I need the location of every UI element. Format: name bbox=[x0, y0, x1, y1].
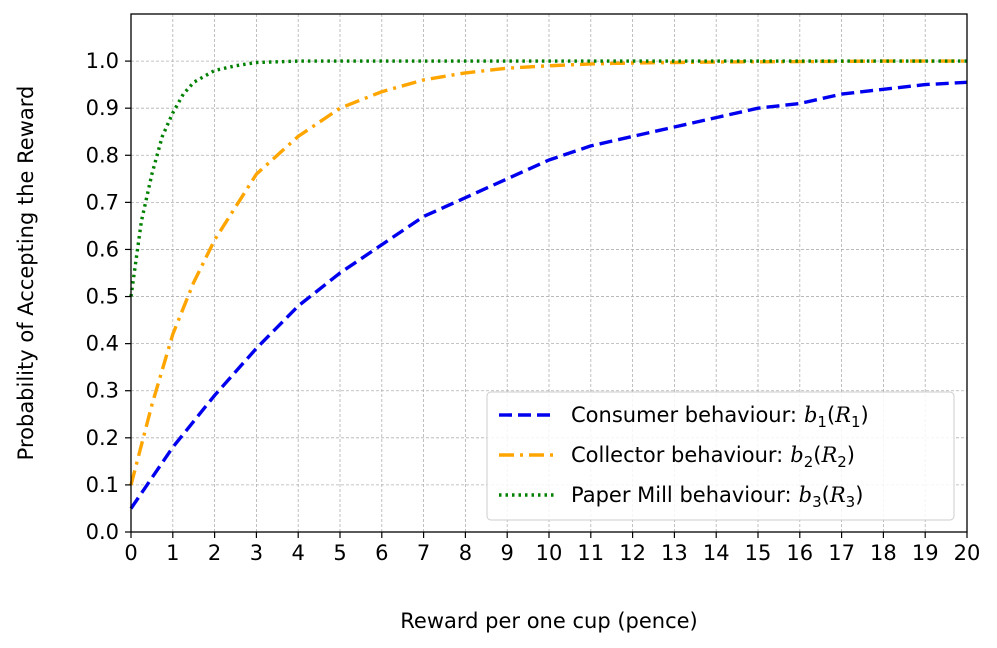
series-line-3 bbox=[129, 59, 967, 297]
legend-label-2: Collector behaviour: b2(R2) bbox=[571, 443, 855, 471]
y-tick-label: 0.0 bbox=[86, 520, 119, 544]
legend-math-b-sub: 3 bbox=[812, 493, 822, 511]
ticks: 0 1 2 3 4 5 6 7 8 9 10 11 12 13 14 15 16 17 18 19 200.00.10.… bbox=[86, 49, 981, 565]
legend-paren-open: ( bbox=[822, 483, 830, 507]
legend-name: Paper Mill behaviour: bbox=[571, 483, 792, 507]
x-tick-label: 4 bbox=[292, 541, 305, 565]
x-tick-label: 11 bbox=[577, 541, 604, 565]
x-tick-label: 20 bbox=[954, 541, 981, 565]
legend-math-r: R bbox=[834, 403, 851, 427]
series-line-1 bbox=[129, 80, 968, 510]
legend-math-b: b bbox=[799, 483, 812, 507]
legend-math-b: b bbox=[790, 443, 803, 467]
legend-name: Consumer behaviour: bbox=[571, 403, 797, 427]
x-tick-label: 15 bbox=[745, 541, 772, 565]
y-tick-label: 1.0 bbox=[86, 49, 119, 73]
legend-math-r-sub: 2 bbox=[837, 453, 847, 471]
series-line-2 bbox=[129, 59, 967, 486]
legend-label-3: Paper Mill behaviour: b3(R3) bbox=[571, 483, 863, 511]
y-tick-label: 0.9 bbox=[86, 96, 119, 120]
y-tick-label: 0.6 bbox=[86, 237, 119, 261]
x-tick-label: 12 bbox=[619, 541, 646, 565]
x-tick-label: 13 bbox=[661, 541, 688, 565]
legend-math-r-sub: 3 bbox=[846, 493, 856, 511]
legend-math-b-sub: 2 bbox=[804, 453, 814, 471]
legend-math-r: R bbox=[820, 443, 837, 467]
legend: Consumer behaviour: b1(R1)Collector behav… bbox=[486, 391, 955, 521]
legend-math-r: R bbox=[829, 483, 846, 507]
legend-paren-close: ) bbox=[855, 483, 863, 507]
legend-math-b-sub: 1 bbox=[817, 413, 827, 431]
legend-box bbox=[486, 391, 955, 521]
legend-name: Collector behaviour: bbox=[571, 443, 783, 467]
x-tick-label: 0 bbox=[124, 541, 137, 565]
y-tick-label: 0.3 bbox=[86, 379, 119, 403]
x-tick-label: 18 bbox=[870, 541, 897, 565]
legend-math-b: b bbox=[804, 403, 817, 427]
y-tick-label: 0.5 bbox=[86, 285, 119, 309]
legend-paren-close: ) bbox=[861, 403, 869, 427]
x-tick-label: 1 bbox=[166, 541, 179, 565]
x-tick-label: 16 bbox=[786, 541, 813, 565]
x-tick-label: 3 bbox=[250, 541, 263, 565]
x-tick-label: 5 bbox=[333, 541, 346, 565]
y-tick-label: 0.4 bbox=[86, 332, 119, 356]
legend-paren-open: ( bbox=[813, 443, 821, 467]
legend-paren-open: ( bbox=[827, 403, 835, 427]
y-axis-label: Probability of Accepting the Reward bbox=[14, 86, 38, 461]
x-tick-label: 10 bbox=[536, 541, 563, 565]
x-tick-label: 17 bbox=[828, 541, 855, 565]
x-tick-label: 2 bbox=[208, 541, 221, 565]
x-axis-label: Reward per one cup (pence) bbox=[400, 609, 697, 633]
x-tick-label: 14 bbox=[703, 541, 730, 565]
legend-math-r-sub: 1 bbox=[851, 413, 861, 431]
x-tick-label: 7 bbox=[417, 541, 430, 565]
x-tick-label: 6 bbox=[375, 541, 388, 565]
y-tick-label: 0.8 bbox=[86, 143, 119, 167]
legend-paren-close: ) bbox=[847, 443, 855, 467]
x-tick-label: 9 bbox=[501, 541, 514, 565]
y-tick-label: 0.7 bbox=[86, 190, 119, 214]
y-tick-label: 0.1 bbox=[86, 473, 119, 497]
x-tick-label: 19 bbox=[912, 541, 939, 565]
series-group bbox=[129, 59, 968, 510]
legend-label-1: Consumer behaviour: b1(R1) bbox=[571, 403, 869, 431]
y-tick-label: 0.2 bbox=[86, 426, 119, 450]
x-tick-label: 8 bbox=[459, 541, 472, 565]
